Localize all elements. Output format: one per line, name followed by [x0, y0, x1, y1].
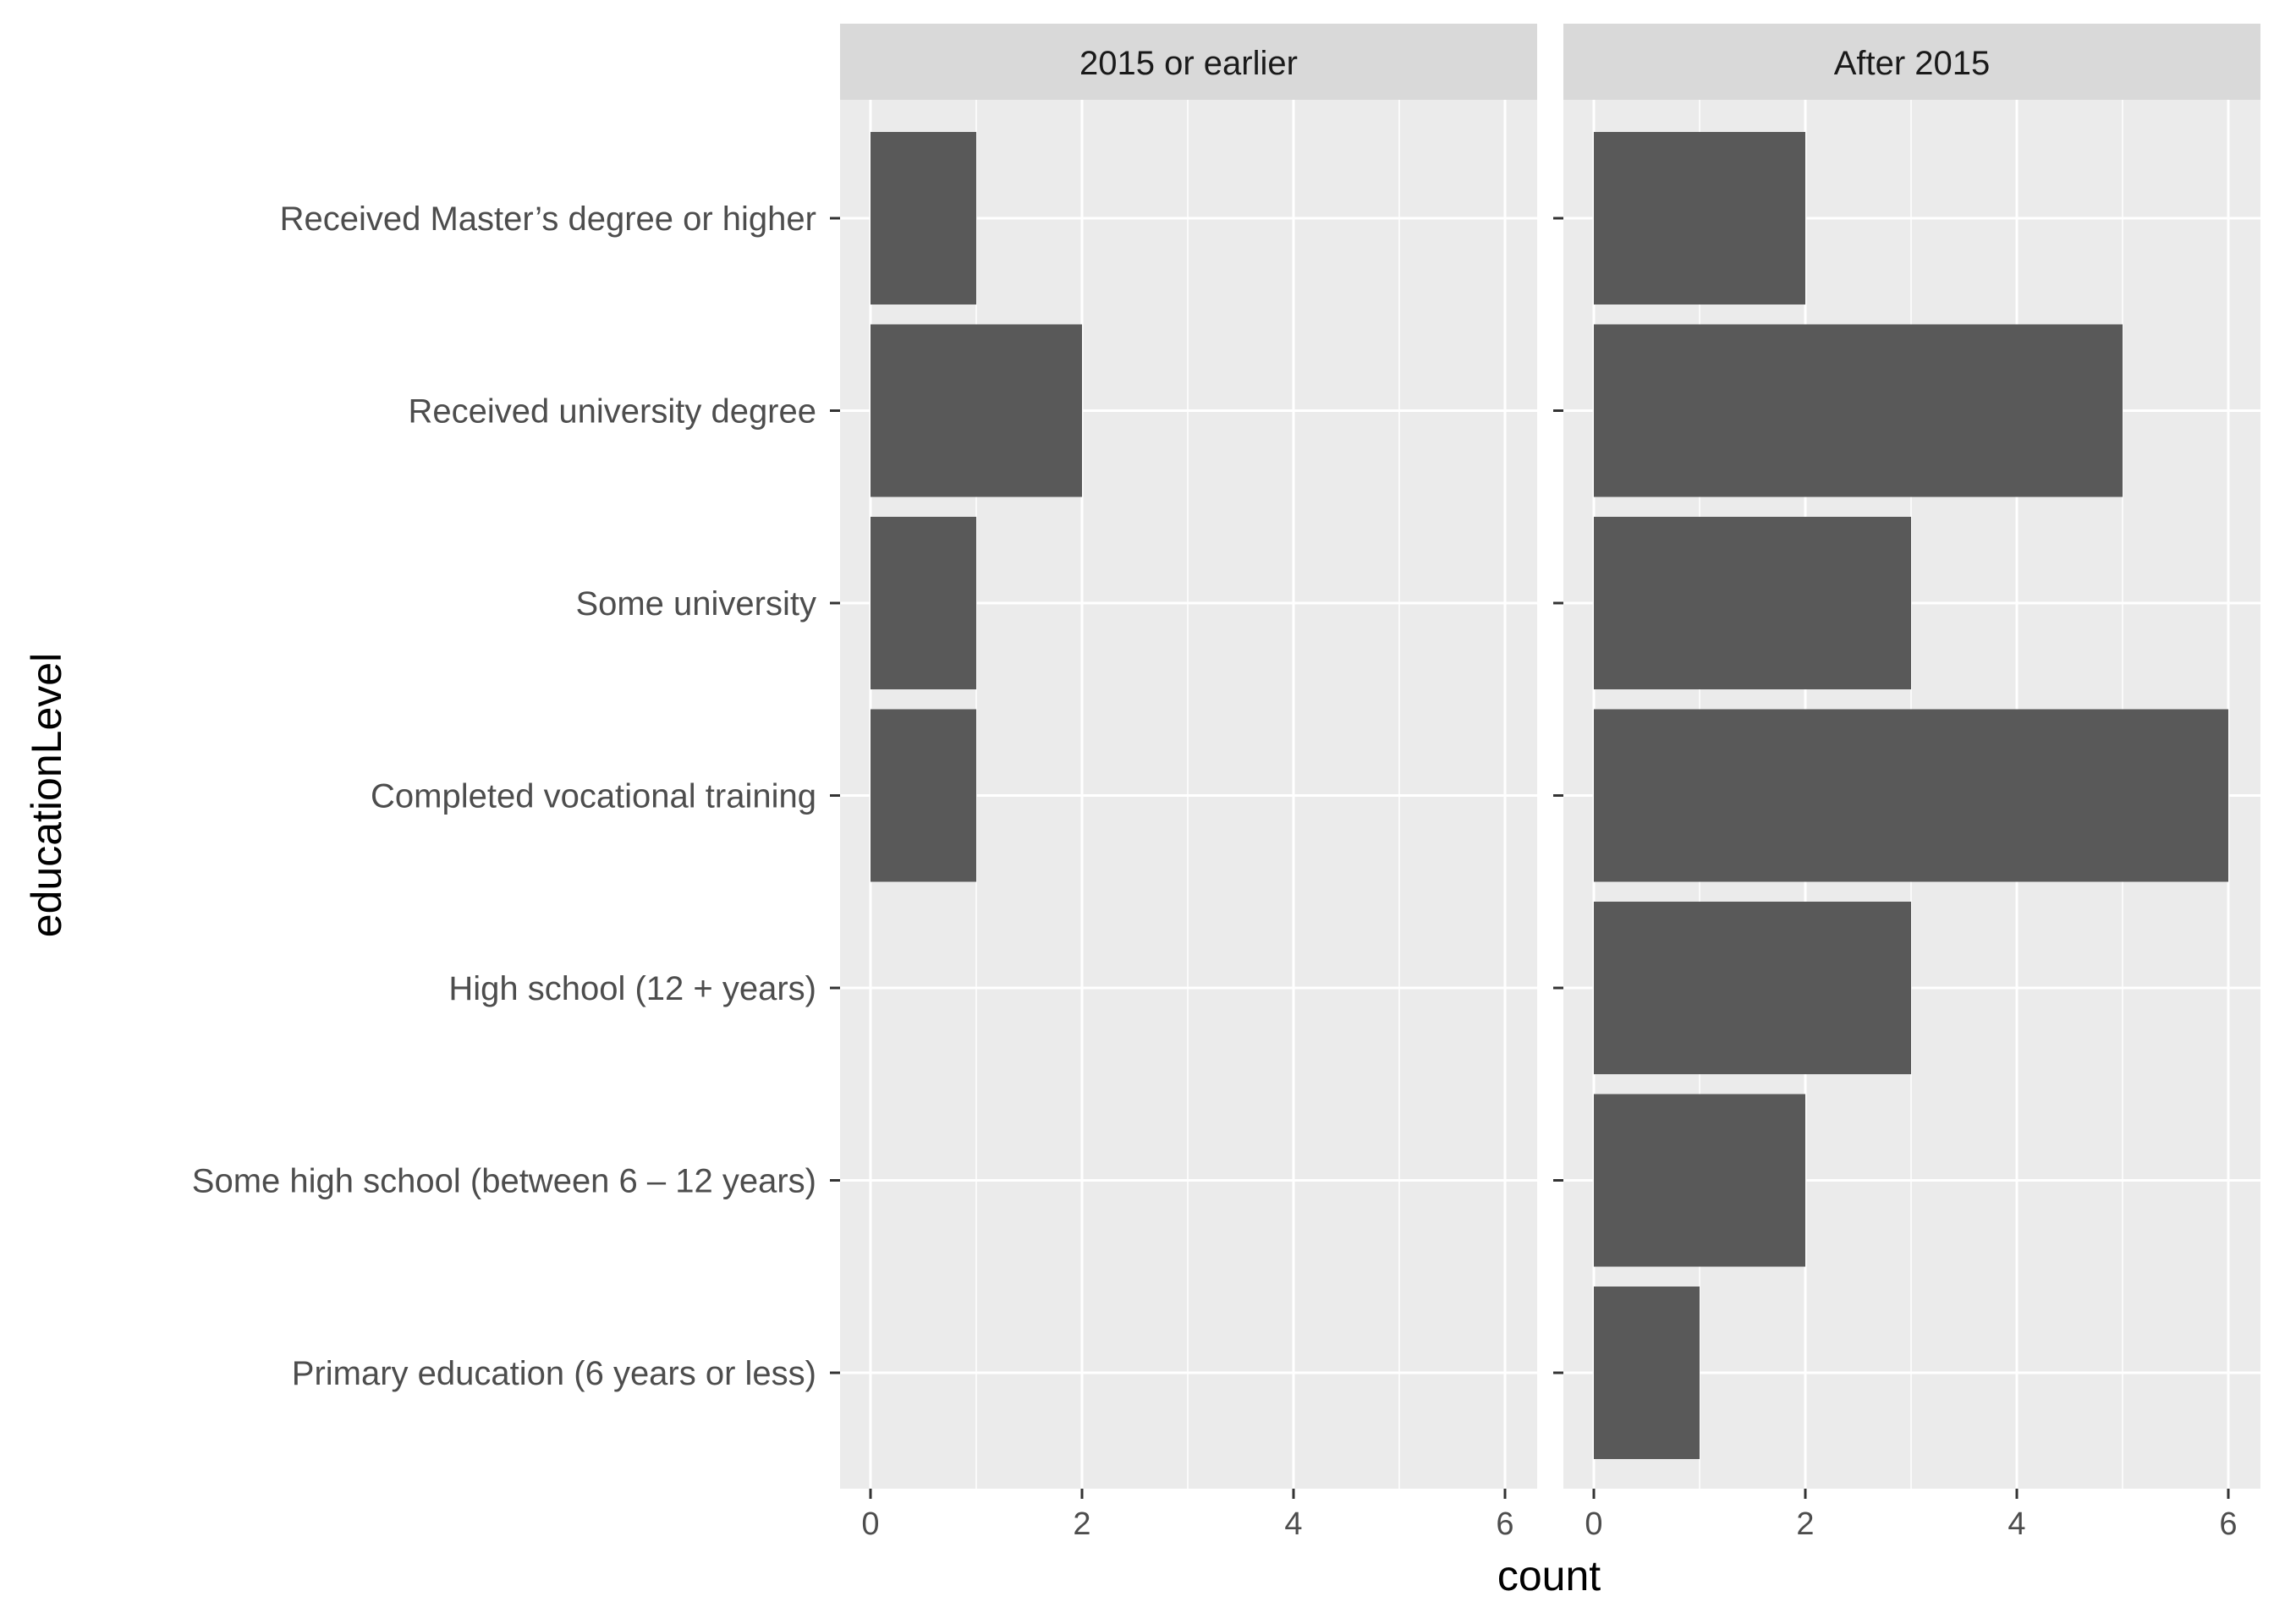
- bar: [871, 709, 976, 882]
- y-axis-title: educationLevel: [23, 653, 70, 937]
- x-axis-title: count: [1497, 1552, 1601, 1599]
- y-category-label: Some university: [575, 585, 816, 623]
- bar: [1594, 517, 1911, 689]
- facet-strip: [840, 24, 1537, 100]
- facet-panel-2: After 2015 0 2 4 6: [1553, 24, 2260, 1542]
- facet-strip: [1563, 24, 2260, 100]
- x-tick-label: 6: [1496, 1506, 1513, 1542]
- x-tick-label: 0: [1585, 1506, 1602, 1542]
- bar: [871, 132, 976, 304]
- facet-panels: 2015 or earlier 0 2 4 6 After 2015 0 2 4 6: [830, 24, 2260, 1542]
- x-tick-label: 2: [1073, 1506, 1090, 1542]
- facet-strip-label: 2015 or earlier: [1079, 45, 1298, 82]
- y-category-label: High school (12 + years): [448, 970, 816, 1007]
- x-tick-label: 4: [2008, 1506, 2025, 1542]
- x-tick-label: 4: [1284, 1506, 1302, 1542]
- x-tick-label: 0: [861, 1506, 879, 1542]
- y-category-label: Completed vocational training: [371, 778, 816, 815]
- x-tick-label: 2: [1796, 1506, 1814, 1542]
- facet-panel-1: 2015 or earlier 0 2 4 6: [830, 24, 1537, 1542]
- y-category-label: Some high school (between 6 – 12 years): [192, 1163, 816, 1200]
- bar: [1594, 709, 2228, 882]
- bar: [871, 324, 1082, 497]
- facet-strip-label: After 2015: [1834, 45, 1991, 82]
- y-category-label: Primary education (6 years or less): [292, 1355, 816, 1392]
- bar: [1594, 1287, 1700, 1459]
- bar: [871, 517, 976, 689]
- y-category-label: Received Master’s degree or higher: [280, 200, 816, 238]
- y-category-label: Received university degree: [409, 393, 816, 431]
- bar: [1594, 1094, 1805, 1267]
- bar: [1594, 902, 1911, 1074]
- x-tick-label: 6: [2219, 1506, 2237, 1542]
- bar: [1594, 324, 2123, 497]
- bar: [1594, 132, 1805, 304]
- y-axis-category-labels: Received Master’s degree or higher Receiv…: [192, 200, 816, 1392]
